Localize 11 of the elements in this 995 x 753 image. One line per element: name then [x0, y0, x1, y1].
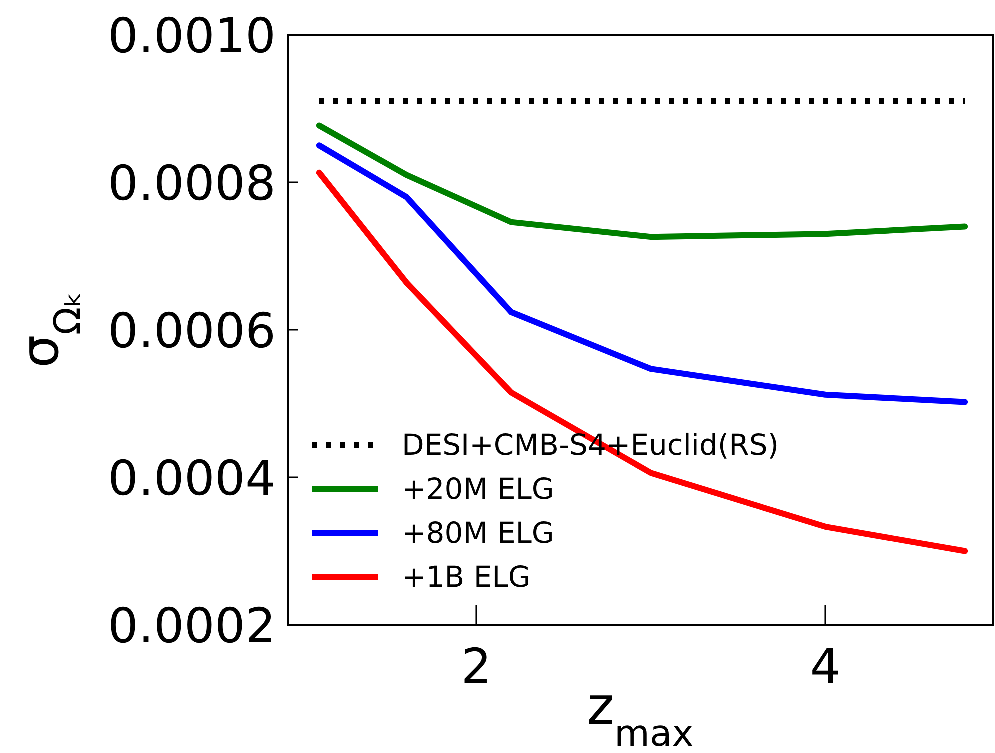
- x-tick-label: 2: [461, 639, 492, 695]
- legend-label: +80M ELG: [402, 516, 554, 550]
- y-tick-label: 0.0002: [108, 598, 276, 654]
- legend-label: +20M ELG: [402, 472, 554, 506]
- y-tick-label: 0.0008: [108, 156, 276, 212]
- y-tick-label: 0.0006: [108, 303, 276, 360]
- x-tick-label: 4: [810, 639, 841, 695]
- x-axis-title: z$_{max}$: [587, 677, 694, 753]
- y-tick-label: 0.0010: [108, 8, 276, 64]
- legend-label: +1B ELG: [402, 560, 531, 594]
- y-tick-label: 0.0004: [108, 450, 276, 507]
